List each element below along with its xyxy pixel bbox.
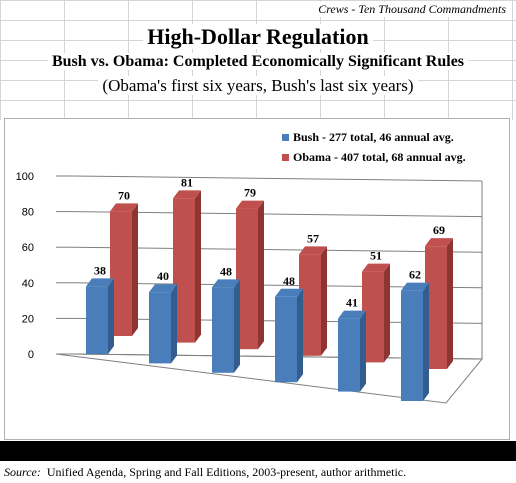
bar-bush-side <box>360 310 366 392</box>
legend-label: Bush - 277 total, 46 annual avg. <box>293 130 454 144</box>
bar-obama-top <box>173 190 201 199</box>
bar-obama-top <box>425 238 453 247</box>
data-label-obama: 81 <box>181 175 193 189</box>
bar-obama-side <box>447 238 453 369</box>
bar-bush-side <box>234 279 240 373</box>
source-note: Source: Unified Agenda, Spring and Fall … <box>4 465 406 480</box>
data-label-obama: 70 <box>118 188 130 202</box>
bar-obama-top <box>236 200 264 209</box>
bar-obama-top <box>362 263 390 272</box>
chart-subtitle-secondary-text: (Obama's first six years, Bush's last si… <box>98 76 418 95</box>
data-label-obama: 51 <box>370 249 382 263</box>
data-label-bush: 41 <box>346 296 358 310</box>
data-label-bush: 38 <box>94 263 106 277</box>
bar-bush <box>149 292 171 364</box>
bar-bush-side <box>171 284 177 364</box>
bar-bush <box>338 318 360 392</box>
bar-chart-3d: 0 20 40 60 80 100 70 81 79 57 51 69 38 40 48 48 41 62 Bush… <box>16 130 484 404</box>
bar-obama <box>236 208 258 350</box>
bar-obama <box>425 246 447 369</box>
bar-obama-side <box>321 246 327 356</box>
bar-bush <box>212 287 234 373</box>
chart-subtitle-secondary: (Obama's first six years, Bush's last si… <box>0 76 516 96</box>
data-label-bush: 40 <box>157 269 169 283</box>
bar-obama-top <box>299 246 327 255</box>
divider-bar <box>0 441 516 461</box>
data-label-obama: 69 <box>433 223 445 237</box>
bar-bush-top <box>212 279 240 288</box>
gridline-back <box>71 175 483 182</box>
y-tick-label: 80 <box>22 207 34 219</box>
bar-bush <box>401 290 423 401</box>
bar-bush <box>86 286 108 354</box>
bar-obama <box>362 271 384 363</box>
bar-bush-side <box>423 282 429 401</box>
bar-bush-top <box>275 288 303 297</box>
legend-swatch <box>282 154 289 161</box>
bar-bush-side <box>297 288 303 383</box>
y-tick-label: 20 <box>22 313 34 325</box>
chart-title: High-Dollar Regulation <box>0 24 516 50</box>
chart-subtitle: Bush vs. Obama: Completed Economically S… <box>0 53 516 71</box>
bar-bush <box>275 296 297 383</box>
bar-obama-top <box>110 203 138 212</box>
legend-swatch <box>282 134 289 141</box>
chart-title-text: High-Dollar Regulation <box>143 24 373 49</box>
bar-obama <box>299 254 321 356</box>
bar-bush-top <box>401 282 429 291</box>
y-tick-label: 0 <box>28 349 34 361</box>
bar-obama-side <box>384 263 390 363</box>
legend-label: Obama - 407 total, 68 annual avg. <box>293 150 466 164</box>
data-label-obama: 79 <box>244 186 256 200</box>
bar-obama-side <box>132 203 138 336</box>
bar-obama <box>173 198 195 343</box>
bar-obama-side <box>258 200 264 350</box>
gridline-back <box>71 246 483 253</box>
source-text: Unified Agenda, Spring and Fall Editions… <box>46 465 407 479</box>
data-label-bush: 62 <box>409 268 421 282</box>
y-tick-label: 100 <box>16 171 34 183</box>
source-label: Source: <box>4 465 41 479</box>
bar-obama <box>110 211 132 336</box>
data-label-obama: 57 <box>307 231 319 245</box>
gridline-back <box>71 211 483 218</box>
bar-bush-top <box>86 278 114 287</box>
bar-bush-top <box>149 284 177 293</box>
data-label-bush: 48 <box>220 264 232 278</box>
y-tick-label: 60 <box>22 242 34 254</box>
bar-bush-side <box>108 278 114 354</box>
bar-obama-side <box>195 190 201 343</box>
bar-bush-top <box>338 310 366 319</box>
author-credit: Crews - Ten Thousand Commandments <box>316 2 508 17</box>
y-tick-label: 40 <box>22 278 34 290</box>
chart-subtitle-text: Bush vs. Obama: Completed Economically S… <box>47 53 469 70</box>
data-label-bush: 48 <box>283 274 295 288</box>
